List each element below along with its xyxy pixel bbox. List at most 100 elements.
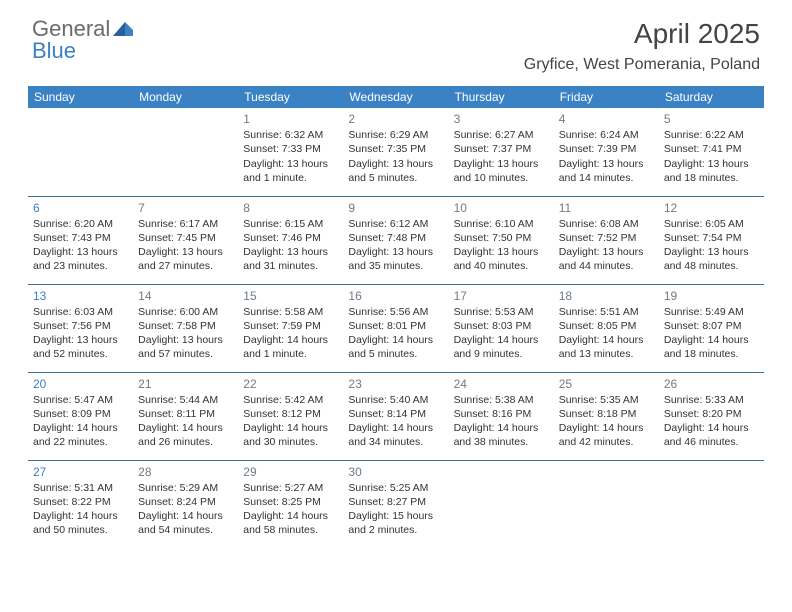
daylight-line: Daylight: 13 hours and 14 minutes.: [559, 157, 654, 185]
sunrise-line: Sunrise: 5:51 AM: [559, 305, 654, 319]
calendar-cell: 23Sunrise: 5:40 AMSunset: 8:14 PMDayligh…: [343, 372, 448, 460]
sunset-line: Sunset: 8:22 PM: [33, 495, 128, 509]
calendar-row: 27Sunrise: 5:31 AMSunset: 8:22 PMDayligh…: [28, 460, 764, 548]
day-number: 19: [664, 288, 759, 304]
day-number: 13: [33, 288, 128, 304]
calendar-cell: [449, 460, 554, 548]
sunrise-line: Sunrise: 6:27 AM: [454, 128, 549, 142]
calendar-cell: 8Sunrise: 6:15 AMSunset: 7:46 PMDaylight…: [238, 196, 343, 284]
daylight-line: Daylight: 14 hours and 5 minutes.: [348, 333, 443, 361]
brand-word1: General: [32, 18, 110, 40]
sunset-line: Sunset: 7:48 PM: [348, 231, 443, 245]
calendar-cell: 15Sunrise: 5:58 AMSunset: 7:59 PMDayligh…: [238, 284, 343, 372]
calendar-cell: 1Sunrise: 6:32 AMSunset: 7:33 PMDaylight…: [238, 108, 343, 196]
daylight-line: Daylight: 14 hours and 1 minute.: [243, 333, 338, 361]
sunrise-line: Sunrise: 6:22 AM: [664, 128, 759, 142]
day-number: 26: [664, 376, 759, 392]
calendar-cell: [133, 108, 238, 196]
sunset-line: Sunset: 8:01 PM: [348, 319, 443, 333]
sunrise-line: Sunrise: 5:47 AM: [33, 393, 128, 407]
weekday-header: Monday: [133, 86, 238, 108]
sunrise-line: Sunrise: 6:24 AM: [559, 128, 654, 142]
calendar-cell: 5Sunrise: 6:22 AMSunset: 7:41 PMDaylight…: [659, 108, 764, 196]
daylight-line: Daylight: 14 hours and 58 minutes.: [243, 509, 338, 537]
calendar-cell: [28, 108, 133, 196]
daylight-line: Daylight: 13 hours and 40 minutes.: [454, 245, 549, 273]
day-number: 3: [454, 111, 549, 127]
calendar-cell: [554, 460, 659, 548]
calendar-cell: 26Sunrise: 5:33 AMSunset: 8:20 PMDayligh…: [659, 372, 764, 460]
sunrise-line: Sunrise: 6:20 AM: [33, 217, 128, 231]
sunset-line: Sunset: 8:11 PM: [138, 407, 233, 421]
daylight-line: Daylight: 14 hours and 50 minutes.: [33, 509, 128, 537]
sunset-line: Sunset: 8:18 PM: [559, 407, 654, 421]
day-number: 5: [664, 111, 759, 127]
calendar-row: 20Sunrise: 5:47 AMSunset: 8:09 PMDayligh…: [28, 372, 764, 460]
sunrise-line: Sunrise: 6:05 AM: [664, 217, 759, 231]
sunset-line: Sunset: 7:35 PM: [348, 142, 443, 156]
sunrise-line: Sunrise: 5:58 AM: [243, 305, 338, 319]
calendar-cell: 22Sunrise: 5:42 AMSunset: 8:12 PMDayligh…: [238, 372, 343, 460]
sunset-line: Sunset: 8:16 PM: [454, 407, 549, 421]
daylight-line: Daylight: 13 hours and 48 minutes.: [664, 245, 759, 273]
sunset-line: Sunset: 8:25 PM: [243, 495, 338, 509]
day-number: 27: [33, 464, 128, 480]
day-number: 10: [454, 200, 549, 216]
calendar-cell: 28Sunrise: 5:29 AMSunset: 8:24 PMDayligh…: [133, 460, 238, 548]
calendar-cell: 18Sunrise: 5:51 AMSunset: 8:05 PMDayligh…: [554, 284, 659, 372]
calendar-cell: 27Sunrise: 5:31 AMSunset: 8:22 PMDayligh…: [28, 460, 133, 548]
sunrise-line: Sunrise: 5:25 AM: [348, 481, 443, 495]
weekday-header: Tuesday: [238, 86, 343, 108]
daylight-line: Daylight: 14 hours and 46 minutes.: [664, 421, 759, 449]
sunset-line: Sunset: 8:12 PM: [243, 407, 338, 421]
daylight-line: Daylight: 14 hours and 38 minutes.: [454, 421, 549, 449]
calendar-row: 13Sunrise: 6:03 AMSunset: 7:56 PMDayligh…: [28, 284, 764, 372]
daylight-line: Daylight: 13 hours and 18 minutes.: [664, 157, 759, 185]
calendar-cell: 20Sunrise: 5:47 AMSunset: 8:09 PMDayligh…: [28, 372, 133, 460]
sunrise-line: Sunrise: 5:33 AM: [664, 393, 759, 407]
sunrise-line: Sunrise: 6:15 AM: [243, 217, 338, 231]
day-number: 17: [454, 288, 549, 304]
calendar-cell: 3Sunrise: 6:27 AMSunset: 7:37 PMDaylight…: [449, 108, 554, 196]
daylight-line: Daylight: 13 hours and 23 minutes.: [33, 245, 128, 273]
sunrise-line: Sunrise: 5:44 AM: [138, 393, 233, 407]
weekday-header: Sunday: [28, 86, 133, 108]
day-number: 23: [348, 376, 443, 392]
daylight-line: Daylight: 13 hours and 1 minute.: [243, 157, 338, 185]
calendar-cell: 10Sunrise: 6:10 AMSunset: 7:50 PMDayligh…: [449, 196, 554, 284]
daylight-line: Daylight: 13 hours and 35 minutes.: [348, 245, 443, 273]
daylight-line: Daylight: 14 hours and 54 minutes.: [138, 509, 233, 537]
calendar-cell: 21Sunrise: 5:44 AMSunset: 8:11 PMDayligh…: [133, 372, 238, 460]
calendar-cell: 2Sunrise: 6:29 AMSunset: 7:35 PMDaylight…: [343, 108, 448, 196]
brand-logo: General Blue: [32, 18, 133, 62]
day-number: 6: [33, 200, 128, 216]
day-number: 16: [348, 288, 443, 304]
sunrise-line: Sunrise: 5:42 AM: [243, 393, 338, 407]
calendar-cell: 6Sunrise: 6:20 AMSunset: 7:43 PMDaylight…: [28, 196, 133, 284]
sunset-line: Sunset: 8:24 PM: [138, 495, 233, 509]
daylight-line: Daylight: 14 hours and 34 minutes.: [348, 421, 443, 449]
day-number: 24: [454, 376, 549, 392]
sunset-line: Sunset: 8:14 PM: [348, 407, 443, 421]
weekday-header: Wednesday: [343, 86, 448, 108]
weekday-header-row: Sunday Monday Tuesday Wednesday Thursday…: [28, 86, 764, 108]
day-number: 22: [243, 376, 338, 392]
weekday-header: Thursday: [449, 86, 554, 108]
daylight-line: Daylight: 14 hours and 18 minutes.: [664, 333, 759, 361]
calendar-cell: 19Sunrise: 5:49 AMSunset: 8:07 PMDayligh…: [659, 284, 764, 372]
calendar-cell: 11Sunrise: 6:08 AMSunset: 7:52 PMDayligh…: [554, 196, 659, 284]
daylight-line: Daylight: 14 hours and 22 minutes.: [33, 421, 128, 449]
sunrise-line: Sunrise: 5:35 AM: [559, 393, 654, 407]
weekday-header: Saturday: [659, 86, 764, 108]
sunrise-line: Sunrise: 6:12 AM: [348, 217, 443, 231]
sunset-line: Sunset: 7:37 PM: [454, 142, 549, 156]
sunset-line: Sunset: 8:05 PM: [559, 319, 654, 333]
calendar-cell: 12Sunrise: 6:05 AMSunset: 7:54 PMDayligh…: [659, 196, 764, 284]
day-number: 9: [348, 200, 443, 216]
sunrise-line: Sunrise: 6:08 AM: [559, 217, 654, 231]
calendar-cell: 30Sunrise: 5:25 AMSunset: 8:27 PMDayligh…: [343, 460, 448, 548]
sunset-line: Sunset: 8:27 PM: [348, 495, 443, 509]
day-number: 20: [33, 376, 128, 392]
day-number: 14: [138, 288, 233, 304]
day-number: 28: [138, 464, 233, 480]
